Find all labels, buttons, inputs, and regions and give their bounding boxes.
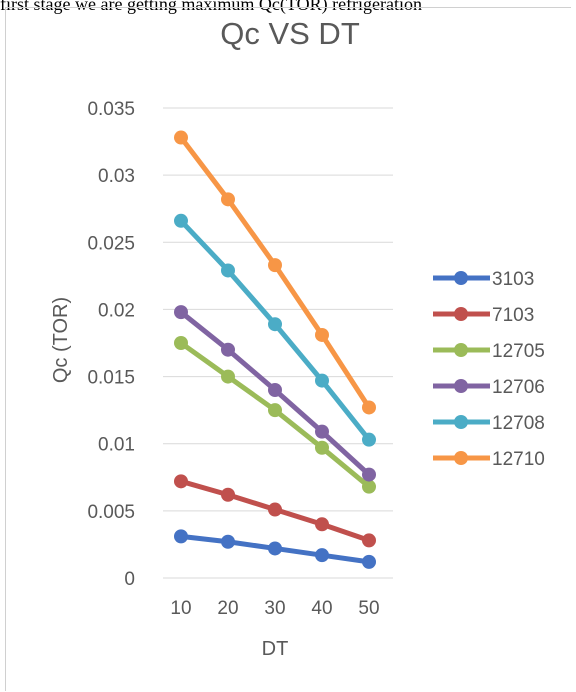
y-tick-label: 0.035: [87, 99, 135, 120]
series-7103: [174, 474, 376, 548]
series-12705: [174, 336, 376, 494]
legend-label: 7103: [492, 305, 534, 326]
legend-item: 12710: [433, 449, 545, 470]
y-tick-label: 0.005: [87, 502, 135, 523]
data-point: [174, 213, 188, 228]
gridlines: [163, 107, 393, 579]
series-12710: [174, 130, 376, 415]
legend-label: 3103: [492, 269, 534, 290]
series-3103: [174, 529, 376, 569]
data-point: [268, 541, 282, 556]
data-point: [221, 342, 235, 357]
y-tick-label: 0.03: [98, 166, 135, 187]
x-tick-label: 30: [264, 598, 285, 619]
legend-marker: [454, 415, 468, 429]
legend-label: 12710: [492, 449, 545, 470]
data-point: [315, 548, 329, 563]
chart-frame: [5, 7, 571, 691]
x-tick-label: 20: [217, 598, 238, 619]
data-point: [362, 554, 376, 569]
data-point: [315, 517, 329, 532]
data-point: [315, 327, 329, 342]
legend-marker: [454, 343, 468, 357]
legend-label: 12706: [492, 377, 545, 398]
data-point: [221, 263, 235, 278]
y-tick-label: 0: [124, 569, 135, 590]
data-point: [362, 467, 376, 482]
legend-label: 12705: [492, 341, 545, 362]
x-tick-label: 40: [311, 598, 332, 619]
series-layer: [174, 130, 376, 569]
legend-marker: [454, 307, 468, 321]
series-line: [178, 135, 372, 410]
data-point: [174, 529, 188, 544]
legend-marker: [454, 379, 468, 393]
data-point: [362, 479, 376, 494]
data-point: [174, 305, 188, 320]
data-point: [268, 317, 282, 332]
data-point: [174, 474, 188, 489]
data-point: [362, 533, 376, 548]
data-point: [221, 192, 235, 207]
legend: 3103 7103 12705 12706 12708 12710: [433, 269, 545, 470]
data-point: [174, 336, 188, 350]
data-point: [362, 400, 376, 415]
legend-item: 12705: [433, 341, 545, 362]
y-axis-label: Qc (TOR): [50, 297, 72, 383]
y-tick-label: 0.015: [87, 368, 135, 389]
legend-marker: [454, 271, 468, 285]
data-point: [221, 369, 235, 384]
y-axis-tick-labels: 0 0.005 0.01 0.015 0.02 0.025 0.03 0.035: [87, 99, 135, 590]
y-tick-label: 0.01: [98, 435, 135, 456]
legend-item: 12706: [433, 377, 545, 398]
series-12708: [174, 213, 376, 447]
y-tick-label: 0.025: [87, 233, 135, 254]
data-point: [221, 487, 235, 502]
data-point: [315, 440, 329, 455]
data-point: [362, 432, 376, 447]
data-point: [268, 502, 282, 517]
data-point: [268, 383, 282, 397]
legend-item: 12708: [433, 413, 545, 434]
data-point: [268, 403, 282, 418]
chart-title: Qc VS DT: [220, 16, 360, 51]
x-tick-label: 10: [170, 598, 191, 619]
data-point: [174, 130, 188, 145]
series-12706: [174, 305, 376, 482]
legend-marker: [454, 451, 468, 465]
y-tick-label: 0.02: [98, 300, 135, 321]
data-point: [315, 373, 329, 388]
data-point: [221, 534, 235, 549]
data-point: [315, 424, 329, 439]
data-point: [268, 258, 282, 273]
x-tick-label: 50: [358, 598, 379, 619]
legend-item: 3103: [433, 269, 534, 290]
legend-label: 12708: [492, 413, 545, 434]
x-axis-label: DT: [262, 638, 289, 660]
x-axis-tick-labels: 10 20 30 40 50: [170, 598, 379, 619]
legend-item: 7103: [433, 305, 534, 326]
